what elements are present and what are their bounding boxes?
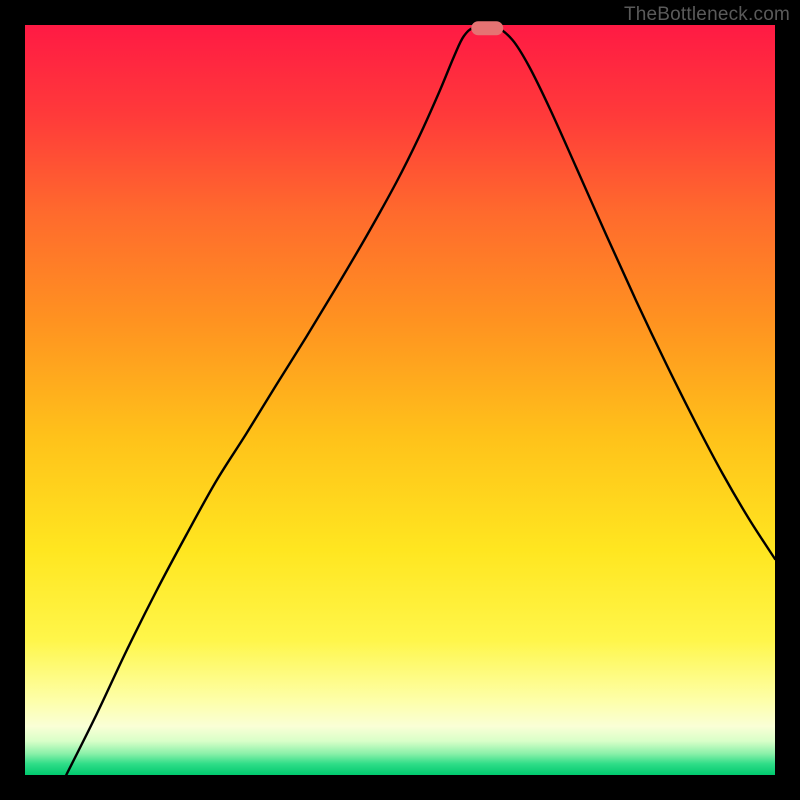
- optimum-marker: [471, 21, 503, 35]
- attribution-label: TheBottleneck.com: [624, 4, 790, 26]
- chart-container: TheBottleneck.com: [0, 0, 800, 800]
- bottleneck-curve: [25, 25, 775, 775]
- plot-area: [25, 25, 775, 775]
